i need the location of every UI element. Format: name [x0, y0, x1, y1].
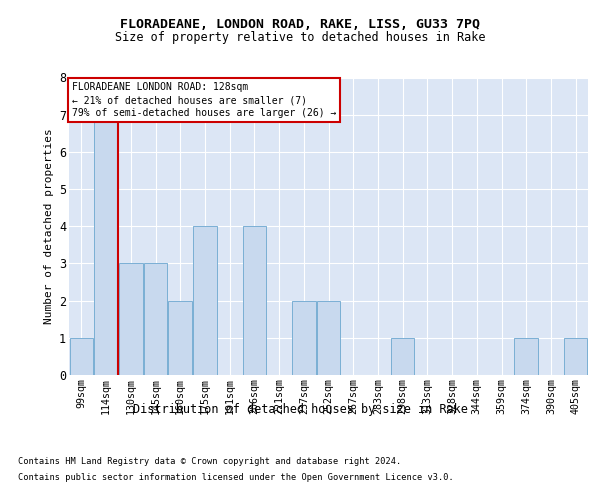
- Text: Contains public sector information licensed under the Open Government Licence v3: Contains public sector information licen…: [18, 472, 454, 482]
- Bar: [242, 226, 266, 375]
- Text: Contains HM Land Registry data © Crown copyright and database right 2024.: Contains HM Land Registry data © Crown c…: [18, 458, 401, 466]
- Bar: [391, 338, 415, 375]
- Bar: [94, 114, 118, 375]
- Text: FLORADEANE LONDON ROAD: 128sqm
← 21% of detached houses are smaller (7)
79% of s: FLORADEANE LONDON ROAD: 128sqm ← 21% of …: [71, 82, 336, 118]
- Bar: [292, 300, 316, 375]
- Bar: [193, 226, 217, 375]
- Bar: [317, 300, 340, 375]
- Text: Distribution of detached houses by size in Rake: Distribution of detached houses by size …: [133, 402, 467, 415]
- Bar: [514, 338, 538, 375]
- Bar: [144, 264, 167, 375]
- Text: Size of property relative to detached houses in Rake: Size of property relative to detached ho…: [115, 31, 485, 44]
- Y-axis label: Number of detached properties: Number of detached properties: [44, 128, 53, 324]
- Text: FLORADEANE, LONDON ROAD, RAKE, LISS, GU33 7PQ: FLORADEANE, LONDON ROAD, RAKE, LISS, GU3…: [120, 18, 480, 30]
- Bar: [169, 300, 192, 375]
- Bar: [70, 338, 93, 375]
- Bar: [564, 338, 587, 375]
- Bar: [119, 264, 143, 375]
